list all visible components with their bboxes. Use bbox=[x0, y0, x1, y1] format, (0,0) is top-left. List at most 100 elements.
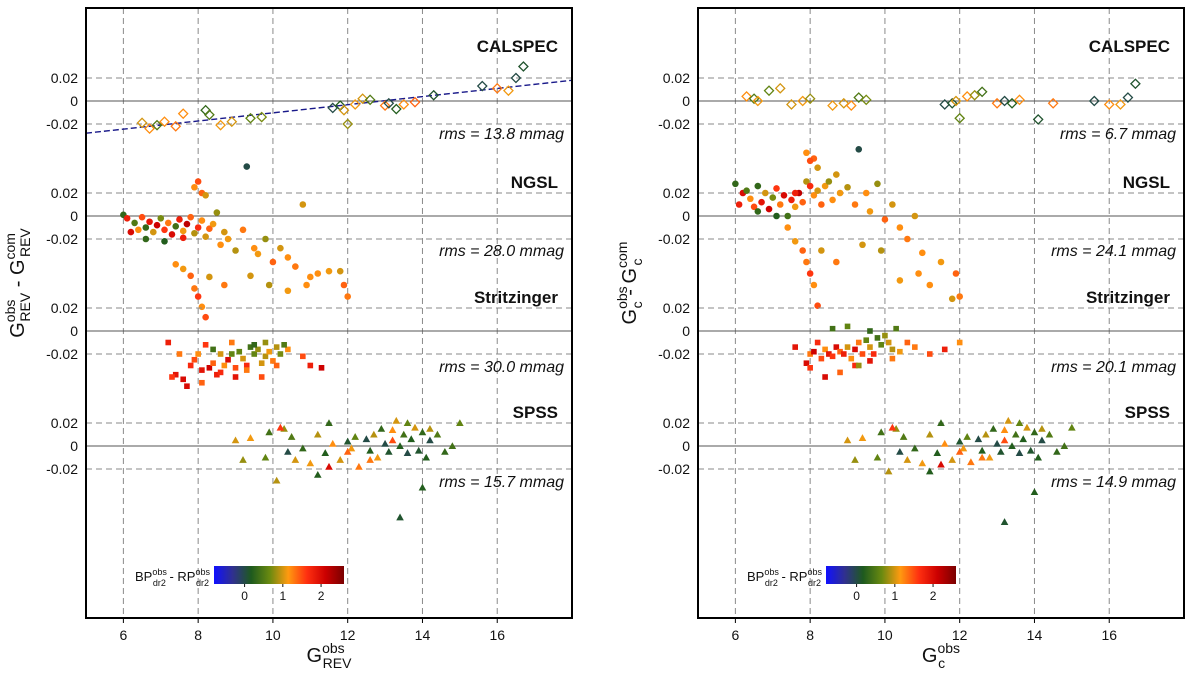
data-point bbox=[732, 180, 739, 188]
data-point bbox=[1030, 488, 1039, 496]
data-point bbox=[1000, 426, 1009, 433]
data-point bbox=[1004, 416, 1013, 424]
y-tick-label: 0.02 bbox=[663, 300, 690, 316]
data-point bbox=[176, 216, 183, 223]
data-point bbox=[993, 439, 1001, 447]
x-tick-label: 6 bbox=[731, 627, 739, 643]
y-axis-label-b: G bbox=[619, 268, 641, 284]
subpanel-title: CALSPEC bbox=[477, 37, 558, 56]
x-tick-label: 6 bbox=[119, 627, 127, 643]
data-point bbox=[321, 449, 330, 456]
data-point bbox=[199, 367, 205, 373]
y-axis-label-b-sub: REV bbox=[17, 228, 33, 257]
colorbar-tick-label: 0 bbox=[241, 589, 248, 603]
data-point bbox=[752, 95, 764, 107]
data-point bbox=[747, 195, 754, 203]
data-point bbox=[510, 72, 522, 84]
data-point bbox=[807, 351, 813, 357]
data-point bbox=[882, 332, 888, 339]
data-point bbox=[281, 342, 287, 348]
data-point bbox=[841, 351, 847, 357]
data-point bbox=[433, 430, 442, 438]
data-point bbox=[255, 346, 261, 353]
data-point bbox=[826, 351, 832, 357]
data-point bbox=[284, 287, 292, 295]
data-point bbox=[262, 339, 269, 346]
data-point bbox=[307, 362, 314, 369]
data-point bbox=[896, 277, 904, 284]
data-point bbox=[306, 459, 315, 467]
data-point bbox=[773, 212, 780, 220]
data-point bbox=[287, 433, 296, 440]
data-point bbox=[974, 435, 983, 443]
data-point bbox=[956, 339, 963, 346]
data-point bbox=[851, 201, 859, 208]
data-point bbox=[422, 453, 430, 461]
data-point bbox=[325, 267, 333, 275]
data-point bbox=[1122, 92, 1134, 103]
data-point bbox=[336, 267, 344, 275]
data-point bbox=[937, 258, 945, 266]
data-point bbox=[741, 90, 753, 102]
data-point bbox=[969, 89, 981, 101]
data-point bbox=[814, 302, 821, 310]
data-point bbox=[342, 118, 354, 130]
data-point bbox=[388, 426, 397, 433]
subpanel-title: CALSPEC bbox=[1089, 37, 1170, 56]
data-point bbox=[946, 97, 958, 109]
data-point bbox=[803, 149, 810, 157]
data-point bbox=[355, 462, 363, 470]
y-tick-label: -0.02 bbox=[658, 231, 690, 247]
data-point bbox=[804, 93, 816, 105]
data-point bbox=[191, 183, 198, 191]
y-axis-label-a: G bbox=[7, 322, 29, 338]
data-point bbox=[829, 196, 836, 204]
data-point bbox=[265, 428, 273, 436]
x-axis-label: Gobs c bbox=[922, 640, 960, 671]
data-point bbox=[503, 85, 514, 97]
y-tick-label: 0 bbox=[70, 438, 78, 454]
y-tick-label: -0.02 bbox=[46, 231, 78, 247]
subpanel-stritzinger: 0.02 0 -0.02 Stritzinger rms = 30.0 mmag bbox=[46, 288, 572, 389]
data-point bbox=[142, 235, 150, 243]
data-point bbox=[247, 344, 254, 350]
data-point bbox=[774, 82, 786, 94]
data-point bbox=[232, 365, 239, 371]
colorbar-label-sep: - bbox=[778, 569, 790, 584]
y-tick-label: 0 bbox=[70, 208, 78, 224]
y-tick-label: -0.02 bbox=[46, 116, 78, 132]
data-point bbox=[956, 293, 963, 300]
data-point bbox=[786, 99, 797, 110]
y-tick-label: 0.02 bbox=[51, 300, 78, 316]
data-point bbox=[277, 351, 284, 357]
data-point bbox=[1000, 518, 1009, 525]
data-point bbox=[822, 374, 828, 380]
data-point bbox=[377, 424, 386, 432]
data-point bbox=[364, 94, 376, 106]
data-point bbox=[266, 348, 272, 355]
x-tick-label: 12 bbox=[952, 627, 968, 643]
data-point bbox=[889, 201, 896, 208]
data-point bbox=[236, 348, 243, 355]
data-point bbox=[183, 220, 191, 228]
data-point bbox=[198, 303, 206, 311]
data-point bbox=[299, 201, 307, 208]
colorbar-label-b-sup: obs bbox=[807, 567, 822, 577]
x-axis-label-main: G bbox=[307, 645, 323, 667]
data-point bbox=[161, 226, 168, 234]
data-point bbox=[357, 93, 369, 105]
data-point bbox=[250, 244, 258, 252]
data-point bbox=[874, 335, 881, 341]
data-point bbox=[362, 435, 371, 443]
data-point bbox=[313, 470, 322, 478]
data-point bbox=[258, 360, 265, 366]
data-point bbox=[852, 346, 858, 353]
data-point bbox=[806, 182, 814, 190]
data-point bbox=[878, 342, 884, 348]
data-point bbox=[967, 458, 975, 466]
data-point bbox=[963, 433, 971, 440]
data-point bbox=[948, 295, 956, 303]
colorbar-label-a: BP bbox=[747, 569, 764, 584]
data-point bbox=[349, 99, 361, 110]
data-point bbox=[904, 339, 911, 346]
